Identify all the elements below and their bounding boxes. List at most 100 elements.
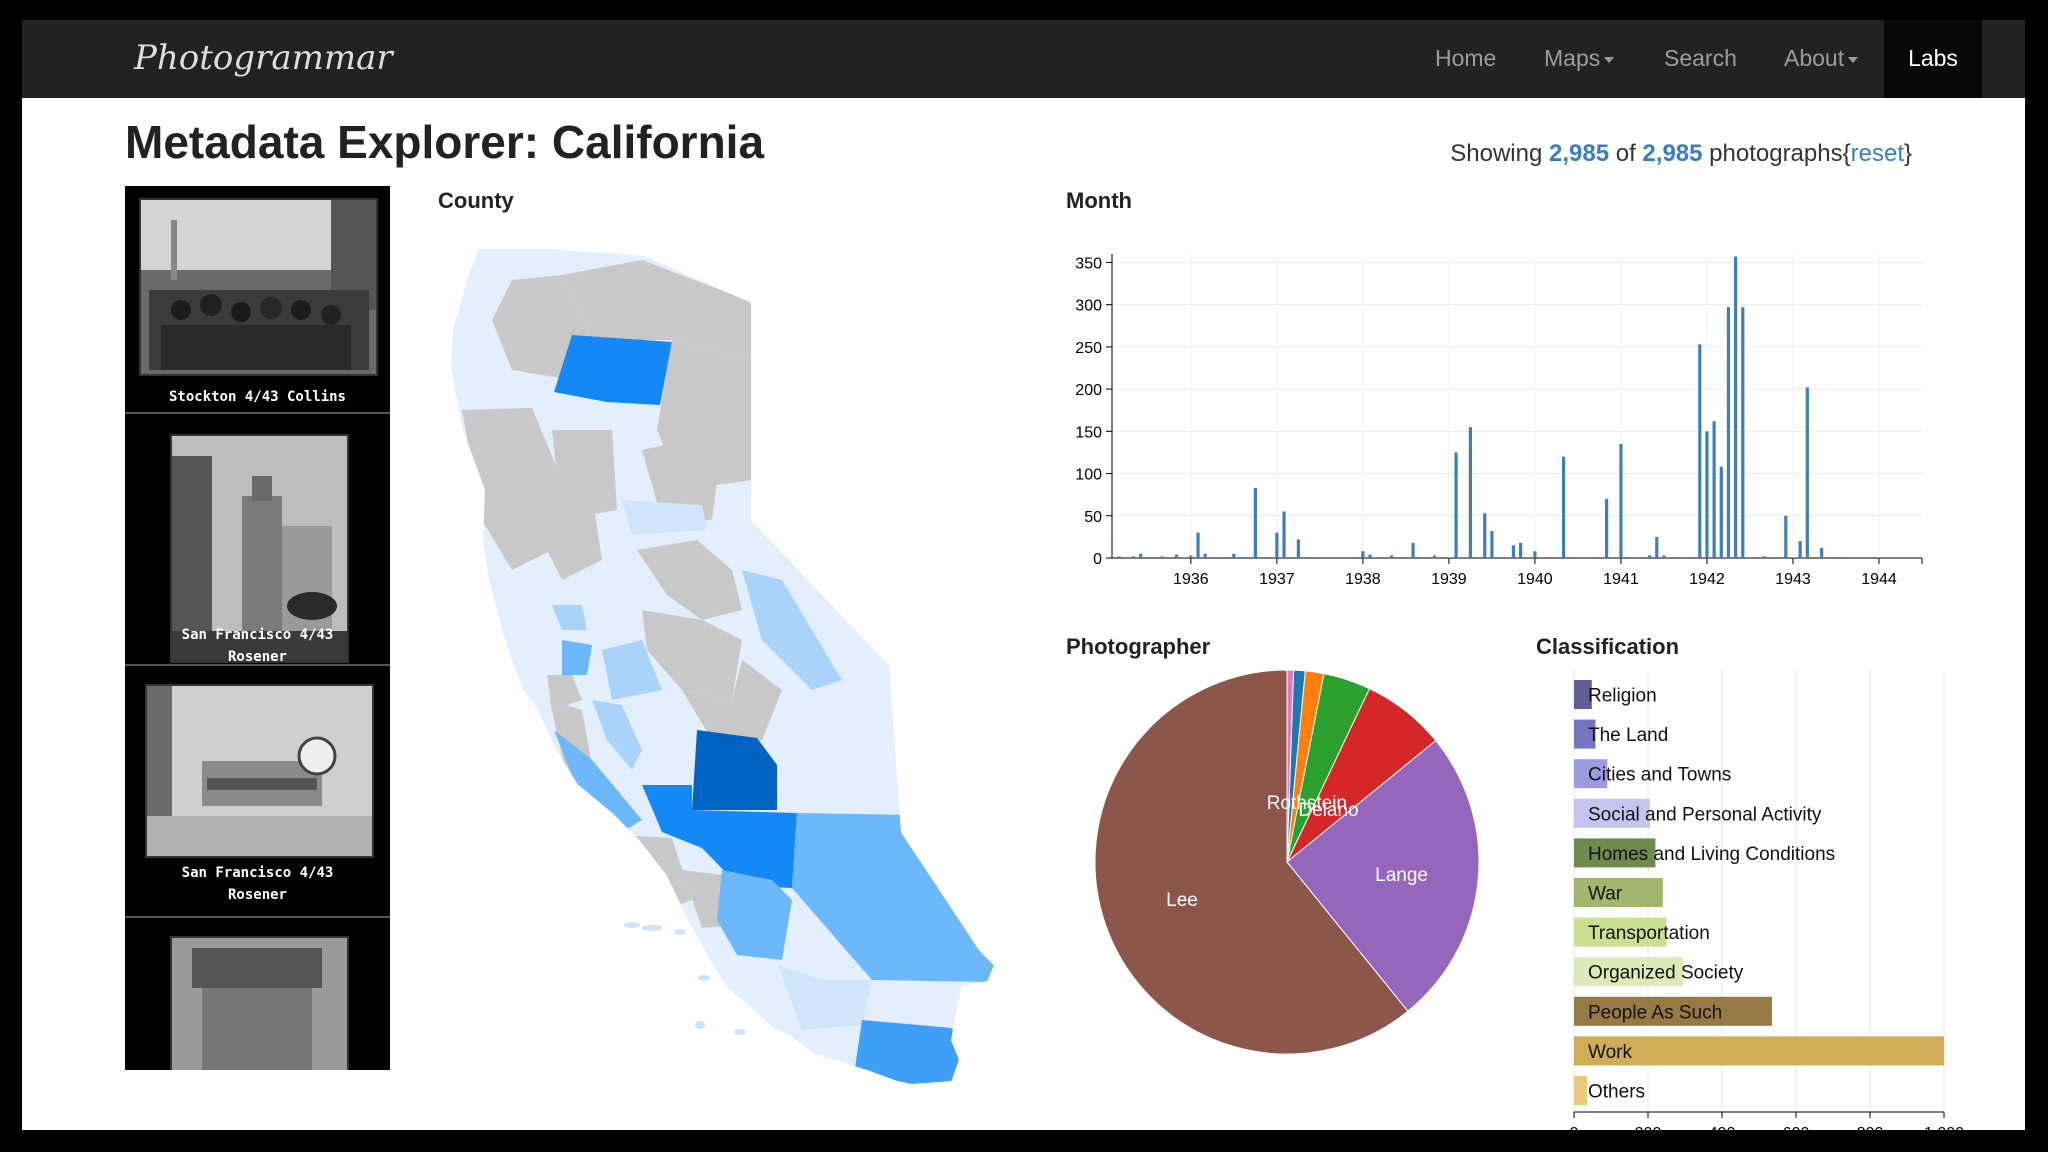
county[interactable] <box>554 730 642 835</box>
county[interactable] <box>622 500 707 535</box>
month-bar[interactable] <box>1820 547 1824 558</box>
county[interactable] <box>778 965 872 1030</box>
month-bar[interactable] <box>1160 556 1164 558</box>
month-bar[interactable] <box>1719 466 1723 558</box>
county[interactable] <box>742 570 842 690</box>
month-bar[interactable] <box>1648 555 1652 558</box>
county[interactable] <box>562 260 752 360</box>
classification-bar[interactable] <box>1574 996 1772 1026</box>
x-tick-label: 1941 <box>1603 571 1639 588</box>
county[interactable] <box>642 610 742 700</box>
nav-home[interactable]: Home <box>1435 20 1496 98</box>
county[interactable] <box>852 1020 962 1088</box>
county[interactable] <box>637 540 742 620</box>
month-bar[interactable] <box>1734 256 1738 558</box>
month-bar[interactable] <box>1705 431 1709 558</box>
classification-bar[interactable] <box>1574 719 1596 749</box>
classification-bar[interactable] <box>1574 1036 1944 1066</box>
month-bar[interactable] <box>1296 539 1300 558</box>
classification-bar[interactable] <box>1574 798 1650 828</box>
pie-slice[interactable] <box>1286 739 1480 1012</box>
county[interactable] <box>692 730 777 810</box>
month-bar[interactable] <box>1454 452 1458 558</box>
county[interactable] <box>642 440 717 520</box>
thumbnail-item[interactable] <box>125 918 390 1070</box>
month-bar[interactable] <box>1483 513 1487 558</box>
month-bar[interactable] <box>1741 307 1745 558</box>
classification-bar[interactable] <box>1574 917 1667 947</box>
y-tick-label: 350 <box>1075 255 1102 272</box>
county[interactable] <box>547 675 582 710</box>
classification-bar[interactable] <box>1574 957 1684 987</box>
county[interactable] <box>462 408 562 570</box>
county[interactable] <box>682 660 782 740</box>
reset-link[interactable]: reset <box>1850 140 1904 167</box>
month-bar[interactable] <box>1189 555 1193 558</box>
county[interactable] <box>717 870 792 960</box>
month-bar[interactable] <box>1203 553 1207 558</box>
county[interactable] <box>552 605 587 630</box>
month-bar[interactable] <box>1389 555 1394 558</box>
month-bar[interactable] <box>1726 307 1731 558</box>
thumbnail-item[interactable]: San Francisco 4/43 Rosener <box>125 666 390 918</box>
nav-labs[interactable]: Labs <box>1884 20 1982 98</box>
month-bar[interactable] <box>1368 554 1372 558</box>
pie-slice[interactable] <box>1094 669 1409 1055</box>
month-bar[interactable] <box>1698 344 1702 558</box>
county[interactable] <box>554 335 672 405</box>
month-bar[interactable] <box>1253 487 1257 558</box>
classification-bar[interactable] <box>1574 838 1656 868</box>
month-bar[interactable] <box>1139 553 1143 558</box>
classification-bar[interactable] <box>1574 759 1608 789</box>
month-bar[interactable] <box>1561 456 1566 558</box>
month-bar[interactable] <box>1619 444 1623 558</box>
county-map[interactable] <box>442 220 1002 1100</box>
month-chart[interactable]: 0 50 100 150 200 250 300 350 1936 1937 1938 1939 194… <box>1062 230 1942 610</box>
month-bar[interactable] <box>1518 542 1523 558</box>
county[interactable] <box>792 813 995 982</box>
county[interactable] <box>562 640 592 675</box>
month-bar[interactable] <box>1411 542 1415 558</box>
month-bar[interactable] <box>1662 555 1666 558</box>
classification-bar[interactable] <box>1574 1076 1587 1105</box>
month-bar[interactable] <box>1712 421 1716 558</box>
county[interactable] <box>592 700 642 770</box>
thumbnail-item[interactable]: San Francisco 4/43 Rosener <box>125 414 390 666</box>
classification-chart[interactable]: 0 200 400 600 800 1,000 Religion The Land Cities… <box>1532 660 2002 1130</box>
month-bar[interactable] <box>1196 532 1200 558</box>
month-bar[interactable] <box>1275 532 1279 558</box>
page-title: Metadata Explorer: California <box>125 116 765 168</box>
month-bar[interactable] <box>1131 556 1136 558</box>
county[interactable] <box>532 490 602 580</box>
month-bar[interactable] <box>1174 554 1179 558</box>
month-bar[interactable] <box>1655 536 1659 558</box>
month-bar[interactable] <box>1232 553 1236 558</box>
thumbnail-list[interactable]: Stockton 4/43 Collins San Francisco 4/43… <box>125 186 390 1070</box>
nav-maps[interactable]: Maps <box>1544 20 1615 98</box>
thumbnail-photo <box>170 936 349 1070</box>
nav-search[interactable]: Search <box>1664 20 1737 98</box>
month-bar[interactable] <box>1798 541 1802 558</box>
classification-bar[interactable] <box>1574 878 1663 907</box>
x-tick-label: 1939 <box>1431 571 1467 588</box>
month-bar[interactable] <box>1784 515 1788 558</box>
month-bar[interactable] <box>1762 556 1766 558</box>
month-bar[interactable] <box>1511 545 1516 558</box>
classification-label: Religion <box>1588 686 1657 707</box>
month-bar[interactable] <box>1361 551 1365 558</box>
month-bar[interactable] <box>1432 555 1437 558</box>
month-bar[interactable] <box>1468 427 1473 558</box>
classification-bar[interactable] <box>1574 680 1592 709</box>
county[interactable] <box>602 640 662 700</box>
month-bar[interactable] <box>1282 511 1286 558</box>
month-bar[interactable] <box>1490 530 1494 558</box>
thumbnail-item[interactable]: Stockton 4/43 Collins <box>125 186 390 414</box>
brand-logo[interactable]: Photogrammar <box>134 38 393 78</box>
month-bar[interactable] <box>1805 387 1809 558</box>
county[interactable] <box>642 785 797 888</box>
month-bar[interactable] <box>1117 556 1121 558</box>
month-bar[interactable] <box>1605 498 1609 558</box>
nav-about[interactable]: About <box>1784 20 1859 98</box>
month-bar[interactable] <box>1533 551 1537 558</box>
